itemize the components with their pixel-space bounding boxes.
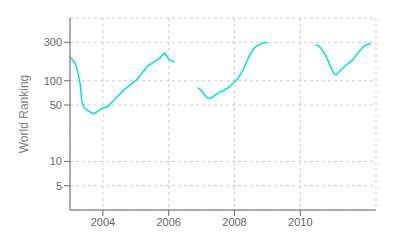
svg-text:2006: 2006 bbox=[156, 216, 180, 228]
svg-text:5: 5 bbox=[56, 180, 62, 192]
svg-text:100: 100 bbox=[44, 75, 62, 87]
svg-text:2010: 2010 bbox=[288, 216, 312, 228]
svg-text:10: 10 bbox=[50, 155, 62, 167]
svg-text:2004: 2004 bbox=[91, 216, 115, 228]
svg-text:50: 50 bbox=[50, 99, 62, 111]
svg-text:300: 300 bbox=[44, 36, 62, 48]
svg-text:World Ranking: World Ranking bbox=[17, 75, 31, 153]
svg-text:2008: 2008 bbox=[222, 216, 246, 228]
